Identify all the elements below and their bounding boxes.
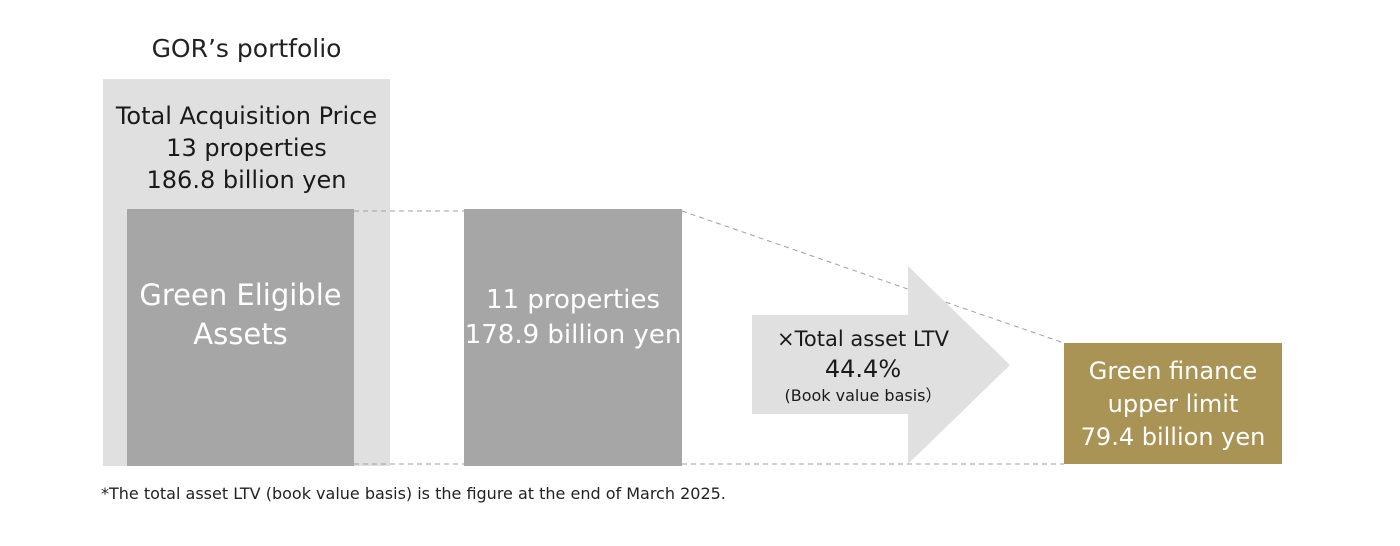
portfolio-summary: Total Acquisition Price 13 properties 18… bbox=[103, 100, 390, 196]
green-finance-summary: Green finance upper limit 79.4 billion y… bbox=[1064, 355, 1282, 454]
green-property-value: 178.9 billion yen bbox=[464, 320, 682, 350]
green-eligible-line-2: Assets bbox=[193, 317, 288, 351]
green-eligible-assets-box bbox=[127, 209, 354, 466]
green-eligible-line-1: Green Eligible bbox=[139, 278, 342, 312]
green-finance-line-1: Green finance bbox=[1088, 357, 1258, 385]
green-finance-amount: 79.4 billion yen bbox=[1080, 423, 1266, 451]
footnote: *The total asset LTV (book value basis) … bbox=[101, 484, 726, 503]
portfolio-total-value: 186.8 billion yen bbox=[146, 166, 347, 194]
ltv-arrow-shape bbox=[752, 266, 1010, 464]
portfolio-title: GOR’s portfolio bbox=[151, 34, 342, 63]
green-eligible-assets-label: Green Eligible Assets bbox=[127, 276, 354, 354]
ltv-basis: (Book value basis） bbox=[784, 386, 942, 405]
portfolio-property-count: 13 properties bbox=[166, 134, 327, 162]
green-property-count: 11 properties bbox=[485, 285, 661, 315]
ltv-value: 44.4% bbox=[824, 355, 902, 383]
green-finance-box bbox=[1064, 343, 1282, 464]
ltv-label: ×Total asset LTV bbox=[777, 327, 949, 351]
green-finance-line-2: upper limit bbox=[1107, 390, 1239, 418]
connector-top-right bbox=[681, 210, 1065, 344]
green-properties-box bbox=[464, 209, 682, 466]
ltv-arrow-label: ×Total asset LTV 44.4% (Book value basis… bbox=[752, 324, 974, 408]
green-properties-summary: 11 properties 178.9 billion yen bbox=[462, 283, 684, 353]
total-acquisition-price-label: Total Acquisition Price bbox=[115, 102, 378, 130]
